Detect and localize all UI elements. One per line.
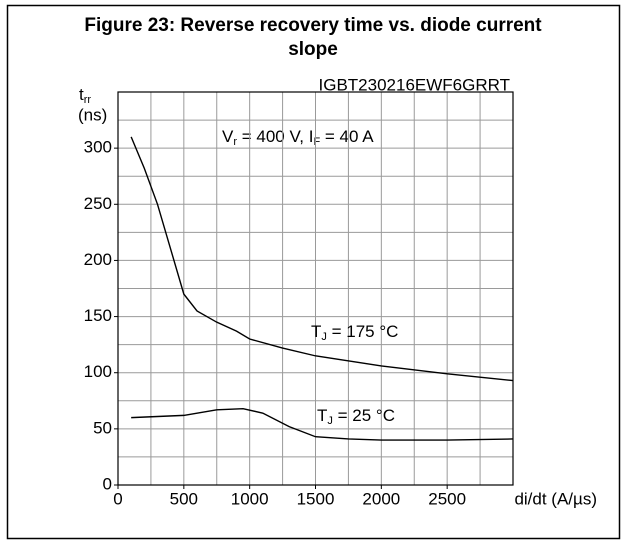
series-label: TJ = 25 °C: [317, 406, 395, 426]
y-tick-label: 0: [103, 474, 112, 493]
chart-title: slope: [288, 39, 338, 60]
y-tick-label: 150: [84, 306, 112, 325]
figure-code: IGBT230216EWF6GRRT: [319, 75, 510, 94]
curve: [131, 407, 514, 441]
series-label-main: T: [311, 322, 321, 341]
series-label-sub: J: [327, 415, 333, 427]
y-tick-label: 100: [84, 362, 112, 381]
x-tick-label: 500: [170, 489, 198, 508]
chart-title: Figure 23: Reverse recovery time vs. dio…: [84, 15, 542, 36]
series-label: TJ = 175 °C: [311, 322, 398, 342]
x-tick-label: 2500: [428, 489, 466, 508]
y-axis-unit: (ns): [78, 105, 107, 124]
series-label-rest: = 175 °C: [327, 322, 399, 341]
frame: [6, 4, 621, 540]
x-tick-label: 2000: [362, 489, 400, 508]
y-tick-label: 50: [93, 418, 112, 437]
series-label-rest: = 25 °C: [333, 406, 395, 425]
series-label-main: T: [317, 406, 327, 425]
x-tick-label: 1500: [297, 489, 335, 508]
condition: Vr = 400 V, IF = 40 A: [222, 127, 374, 147]
curve: [130, 136, 514, 382]
x-axis-label: di/dt (A/µs): [514, 489, 597, 508]
y-tick-label: 200: [84, 250, 112, 269]
x-tick-label: 0: [113, 489, 122, 508]
series-label-sub: J: [321, 331, 327, 343]
x-tick-label: 1000: [231, 489, 269, 508]
y-axis-label: trr: [79, 85, 91, 105]
y-tick-label: 300: [84, 138, 112, 157]
y-tick-label: 250: [84, 194, 112, 213]
